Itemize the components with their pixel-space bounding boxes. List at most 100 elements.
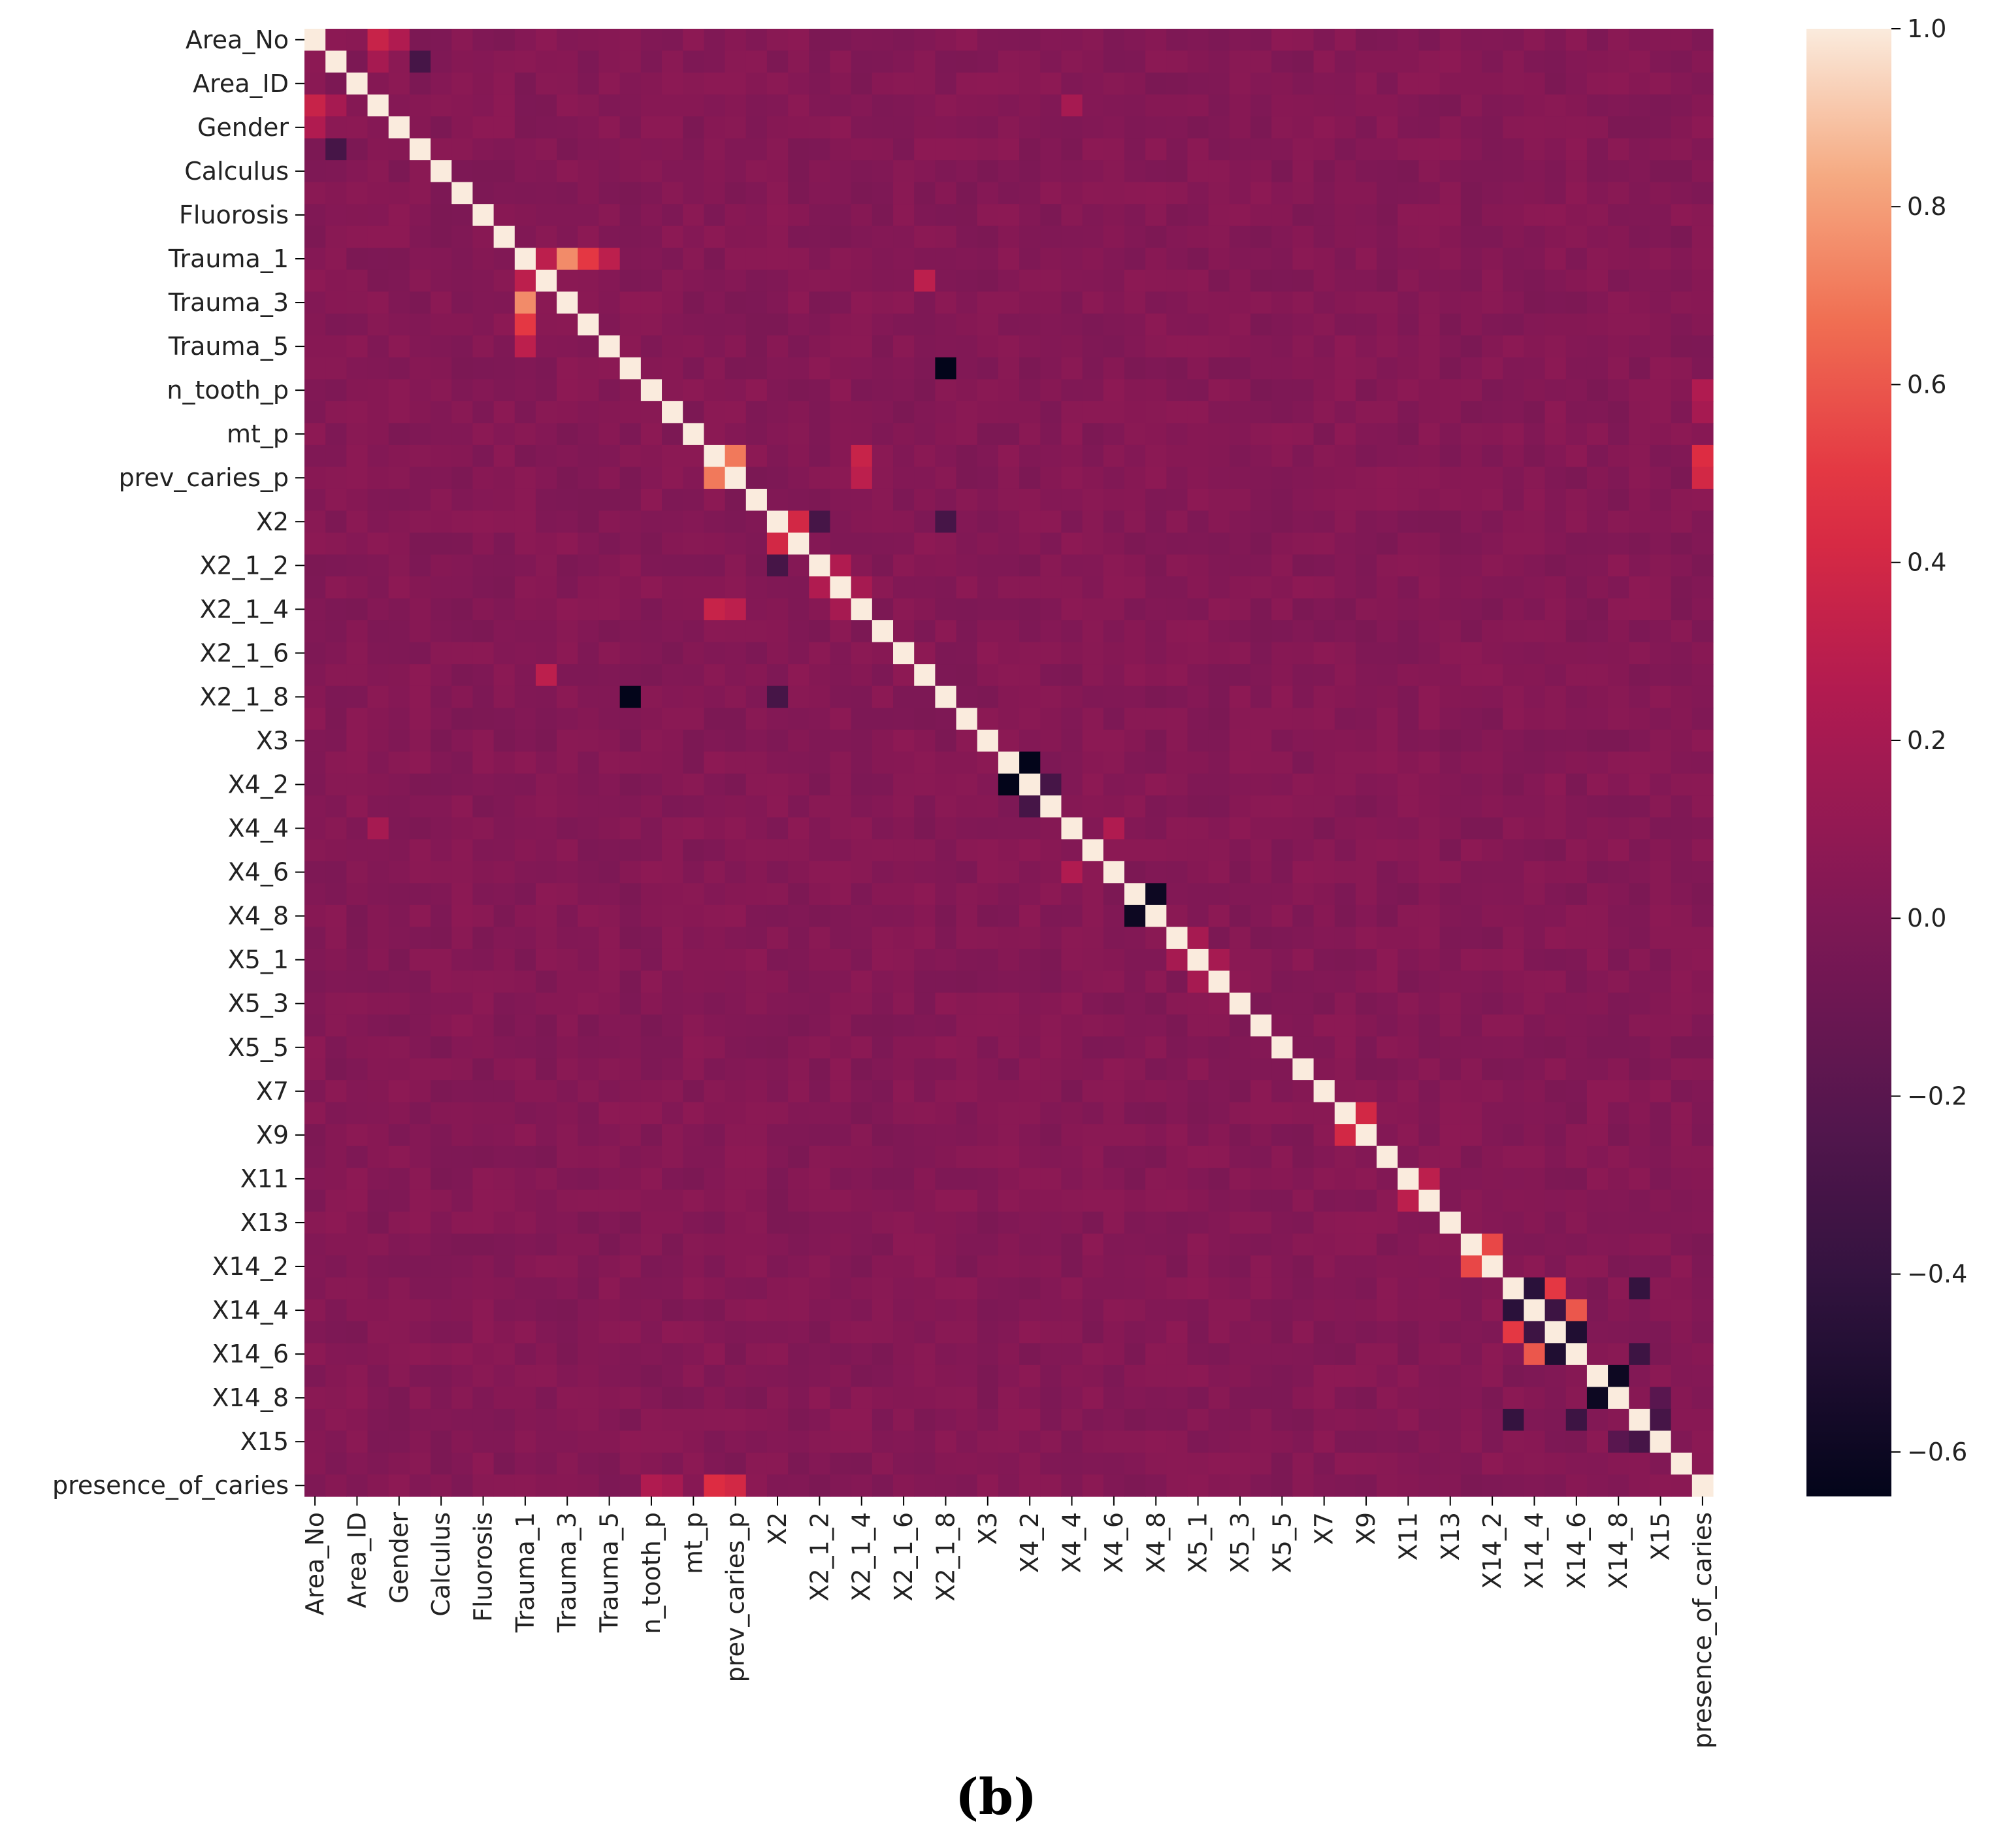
heatmap-cell	[1629, 883, 1651, 906]
heatmap-cell	[1166, 1036, 1188, 1059]
heatmap-cell	[325, 1080, 347, 1103]
heatmap-cell	[935, 1408, 957, 1432]
heatmap-cell	[1124, 554, 1146, 577]
heatmap-cell	[872, 467, 894, 489]
heatmap-cell	[598, 795, 621, 818]
heatmap-cell	[472, 576, 495, 599]
heatmap-cell	[1608, 510, 1629, 533]
heatmap-cell	[1040, 225, 1062, 248]
heatmap-cell	[1208, 1277, 1230, 1300]
heatmap-cell	[1334, 1058, 1356, 1081]
heatmap-cell	[1229, 1387, 1251, 1410]
heatmap-cell	[872, 510, 894, 533]
heatmap-cell	[1482, 335, 1503, 358]
heatmap-cell	[1166, 861, 1188, 883]
heatmap-cell	[431, 883, 452, 906]
heatmap-cell	[304, 795, 326, 818]
heatmap-cell	[1482, 598, 1503, 621]
heatmap-cell	[346, 423, 368, 446]
heatmap-cell	[935, 313, 957, 336]
heatmap-cell	[1271, 1014, 1294, 1037]
heatmap-cell	[872, 357, 894, 380]
heatmap-cell	[1565, 970, 1588, 993]
heatmap-cell	[1124, 751, 1146, 774]
heatmap-cell	[745, 1168, 768, 1191]
heatmap-cell	[725, 533, 747, 555]
heatmap-cell	[1250, 664, 1272, 687]
heatmap-cell	[788, 423, 809, 446]
heatmap-cell	[619, 533, 642, 555]
heatmap-cell	[493, 335, 515, 358]
heatmap-cell	[1629, 1343, 1651, 1366]
heatmap-cell	[914, 554, 936, 577]
heatmap-cell	[893, 138, 915, 161]
heatmap-cell	[493, 488, 515, 512]
heatmap-cell	[1482, 1124, 1503, 1147]
heatmap-cell	[704, 335, 726, 358]
heatmap-cell	[1082, 269, 1104, 292]
heatmap-cell	[557, 248, 578, 271]
heatmap-cell	[1460, 50, 1482, 73]
heatmap-cell	[535, 533, 557, 555]
heatmap-cell	[725, 335, 747, 358]
heatmap-cell	[451, 795, 474, 818]
heatmap-cell	[662, 1014, 683, 1037]
heatmap-cell	[1524, 357, 1546, 380]
heatmap-cell	[1229, 1233, 1251, 1256]
heatmap-cell	[1229, 488, 1251, 512]
heatmap-cell	[1208, 970, 1230, 993]
heatmap-cell	[1650, 773, 1672, 796]
heatmap-cell	[893, 883, 915, 906]
heatmap-cell	[1586, 1124, 1608, 1147]
heatmap-cell	[745, 1364, 768, 1387]
heatmap-cell	[830, 1387, 852, 1410]
heatmap-cell	[704, 861, 726, 883]
heatmap-cell	[472, 444, 495, 468]
heatmap-cell	[1671, 1277, 1693, 1300]
heatmap-cell	[809, 1452, 831, 1476]
heatmap-cell	[1124, 467, 1146, 489]
heatmap-cell	[725, 160, 747, 183]
heatmap-cell	[1166, 248, 1188, 271]
heatmap-cell	[914, 1168, 936, 1191]
heatmap-cell	[1671, 335, 1693, 358]
heatmap-cell	[851, 948, 873, 972]
heatmap-cell	[1691, 1080, 1714, 1103]
heatmap-cell	[1040, 248, 1062, 271]
heatmap-cell	[1544, 1168, 1567, 1191]
heatmap-cell	[1187, 1474, 1209, 1497]
heatmap-cell	[1040, 1014, 1062, 1037]
heatmap-cell	[766, 839, 789, 862]
heatmap-cell	[1166, 29, 1188, 52]
heatmap-cell	[619, 73, 642, 95]
heatmap-cell	[514, 357, 536, 380]
heatmap-cell	[914, 401, 936, 423]
heatmap-cell	[304, 225, 326, 248]
heatmap-cell	[431, 1299, 452, 1322]
heatmap-cell	[1586, 467, 1608, 489]
heatmap-cell	[367, 685, 389, 708]
heatmap-cell	[662, 291, 683, 314]
heatmap-cell	[325, 992, 347, 1015]
heatmap-cell	[388, 335, 410, 358]
heatmap-cell	[1524, 1321, 1546, 1344]
heatmap-cell	[1397, 817, 1420, 840]
heatmap-cell	[1503, 948, 1524, 972]
heatmap-cell	[1082, 94, 1104, 117]
heatmap-cell	[851, 642, 873, 665]
heatmap-cell	[1166, 291, 1188, 314]
heatmap-cell	[1040, 313, 1062, 336]
heatmap-cell	[346, 50, 368, 73]
heatmap-cell	[1671, 861, 1693, 883]
heatmap-cell	[1082, 773, 1104, 796]
heatmap-cell	[431, 1343, 452, 1366]
heatmap-cell	[872, 269, 894, 292]
heatmap-cell	[766, 554, 789, 577]
heatmap-cell	[1691, 510, 1714, 533]
heatmap-cell	[1271, 839, 1294, 862]
heatmap-cell	[766, 861, 789, 883]
heatmap-cell	[977, 160, 999, 183]
heatmap-cell	[1544, 335, 1567, 358]
heatmap-cell	[1397, 1299, 1420, 1322]
heatmap-cell	[956, 182, 978, 205]
